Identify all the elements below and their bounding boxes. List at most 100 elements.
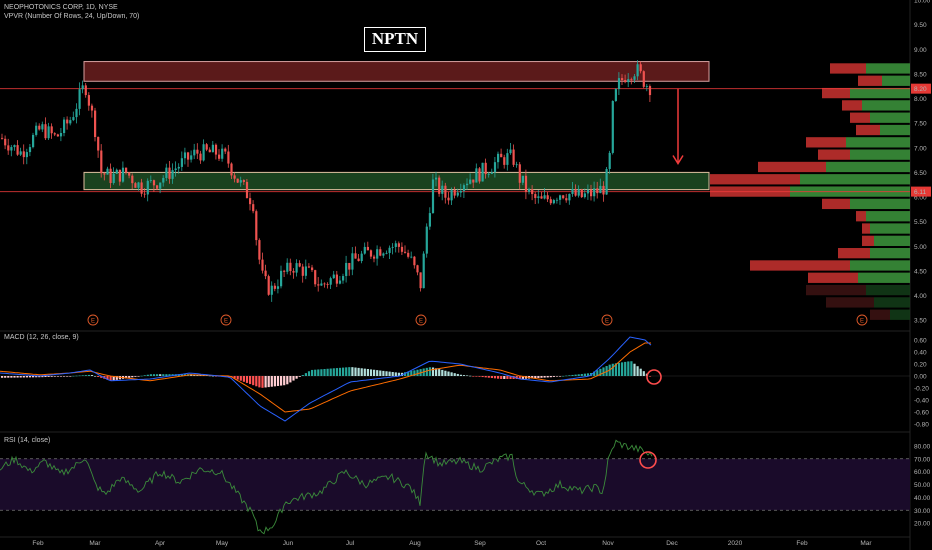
macd-histogram-bar [648,376,652,377]
macd-histogram-bar [329,368,332,376]
candle-body [562,195,565,199]
macd-indicator-label[interactable]: MACD (12, 26, close, 9) [4,334,79,341]
candle-body [645,86,648,87]
candle-body [69,120,72,124]
candle-body [63,119,66,133]
earnings-marker [856,314,868,326]
macd-histogram-bar [171,374,174,376]
price-tick-label: 7.50 [914,121,927,128]
rsi-line [0,439,653,535]
price-tick-label: 5.50 [914,219,927,226]
macd-histogram-bar [537,376,540,378]
volume-profile-bar-up [850,260,910,271]
candle-body [121,167,125,182]
macd-histogram-bar [236,376,239,380]
vpvr-indicator-label[interactable]: VPVR (Number Of Rows, 24, Up/Down, 70) [4,13,140,20]
candle-body [25,152,28,158]
candle-body [103,173,106,175]
macd-histogram-bar [100,376,103,378]
earnings-marker [220,314,232,326]
time-axis-label: Nov [602,540,614,547]
macd-histogram-bar [295,376,298,379]
candle-body [242,180,245,182]
candle-body [286,262,289,272]
macd-histogram-bar [180,374,183,376]
candle-body [586,189,590,194]
candle-body [301,266,304,276]
macd-histogram-bar [270,376,273,387]
macd-histogram-bar [636,366,639,376]
volume-profile-bar-up [880,124,910,136]
candle-body [360,253,363,262]
candle-body [524,175,528,192]
volume-profile-bar-down [842,100,862,111]
macd-histogram-bar [332,368,335,376]
macd-histogram-bar [78,375,81,377]
candle-body [636,64,639,77]
macd-histogram-bar [28,376,32,378]
macd-histogram-bar [624,361,627,376]
candle-body [289,262,292,272]
candle-body [382,253,385,256]
candle-body [140,182,143,194]
candle-body [599,185,602,194]
volume-profile-bar-up [882,75,910,86]
candle-body [320,283,323,286]
time-axis-label: Jul [346,540,355,547]
macd-histogram-bar [90,375,94,376]
candle-body [354,253,357,259]
candle-body [50,126,53,134]
rsi-tick-label: 20.00 [914,521,931,528]
volume-profile-bar-up [874,235,910,246]
resistance-zone [83,61,710,82]
macd-histogram-bar [44,376,47,378]
candle-body [125,167,128,173]
volume-profile-bar-up [866,284,910,296]
macd-histogram-bar [32,376,35,378]
macd-histogram-bar [323,368,326,376]
macd-histogram-bar [146,374,149,376]
macd-histogram-bar [611,363,614,376]
macd-histogram-bar [493,376,497,379]
price-tick-label: 5.00 [914,244,927,251]
macd-histogram-bar [143,375,146,376]
macd-highlight-circle [646,369,662,385]
macd-histogram-bar [72,375,75,377]
candle-body [413,256,416,266]
candle-body [484,162,487,175]
macd-histogram-bar [152,374,156,376]
macd-histogram-bar [87,374,90,376]
macd-histogram-bar [351,367,354,376]
earnings-marker-label: E [91,319,95,325]
candle-body [425,226,428,254]
rsi-indicator-label[interactable]: RSI (14, close) [4,437,51,444]
candle-body [298,263,301,267]
macd-histogram-bar [360,368,363,376]
macd-histogram-bar [326,368,329,376]
candle-body [338,280,342,284]
candle-body [469,179,472,184]
macd-histogram-bar [267,376,270,388]
macd-histogram-bar [627,361,630,376]
macd-histogram-bar [444,370,447,376]
macd-histogram-bar [435,368,438,376]
candle-body [177,166,180,169]
macd-histogram-bar [366,369,369,376]
candle-body [614,89,617,102]
macd-histogram-bar [66,376,69,377]
rsi-tick-label: 40.00 [914,495,931,502]
macd-histogram-bar [106,376,109,380]
time-axis-label: Jun [283,540,294,547]
macd-histogram-bar [621,362,624,376]
candle-body [345,262,348,277]
candle-body [534,194,537,199]
candle-body [642,71,645,87]
candle-body [366,246,369,251]
macd-histogram-bar [53,376,56,377]
candle-body [311,267,314,271]
macd-histogram-bar [497,376,500,379]
candle-body [549,199,552,204]
rsi-band [0,458,910,511]
